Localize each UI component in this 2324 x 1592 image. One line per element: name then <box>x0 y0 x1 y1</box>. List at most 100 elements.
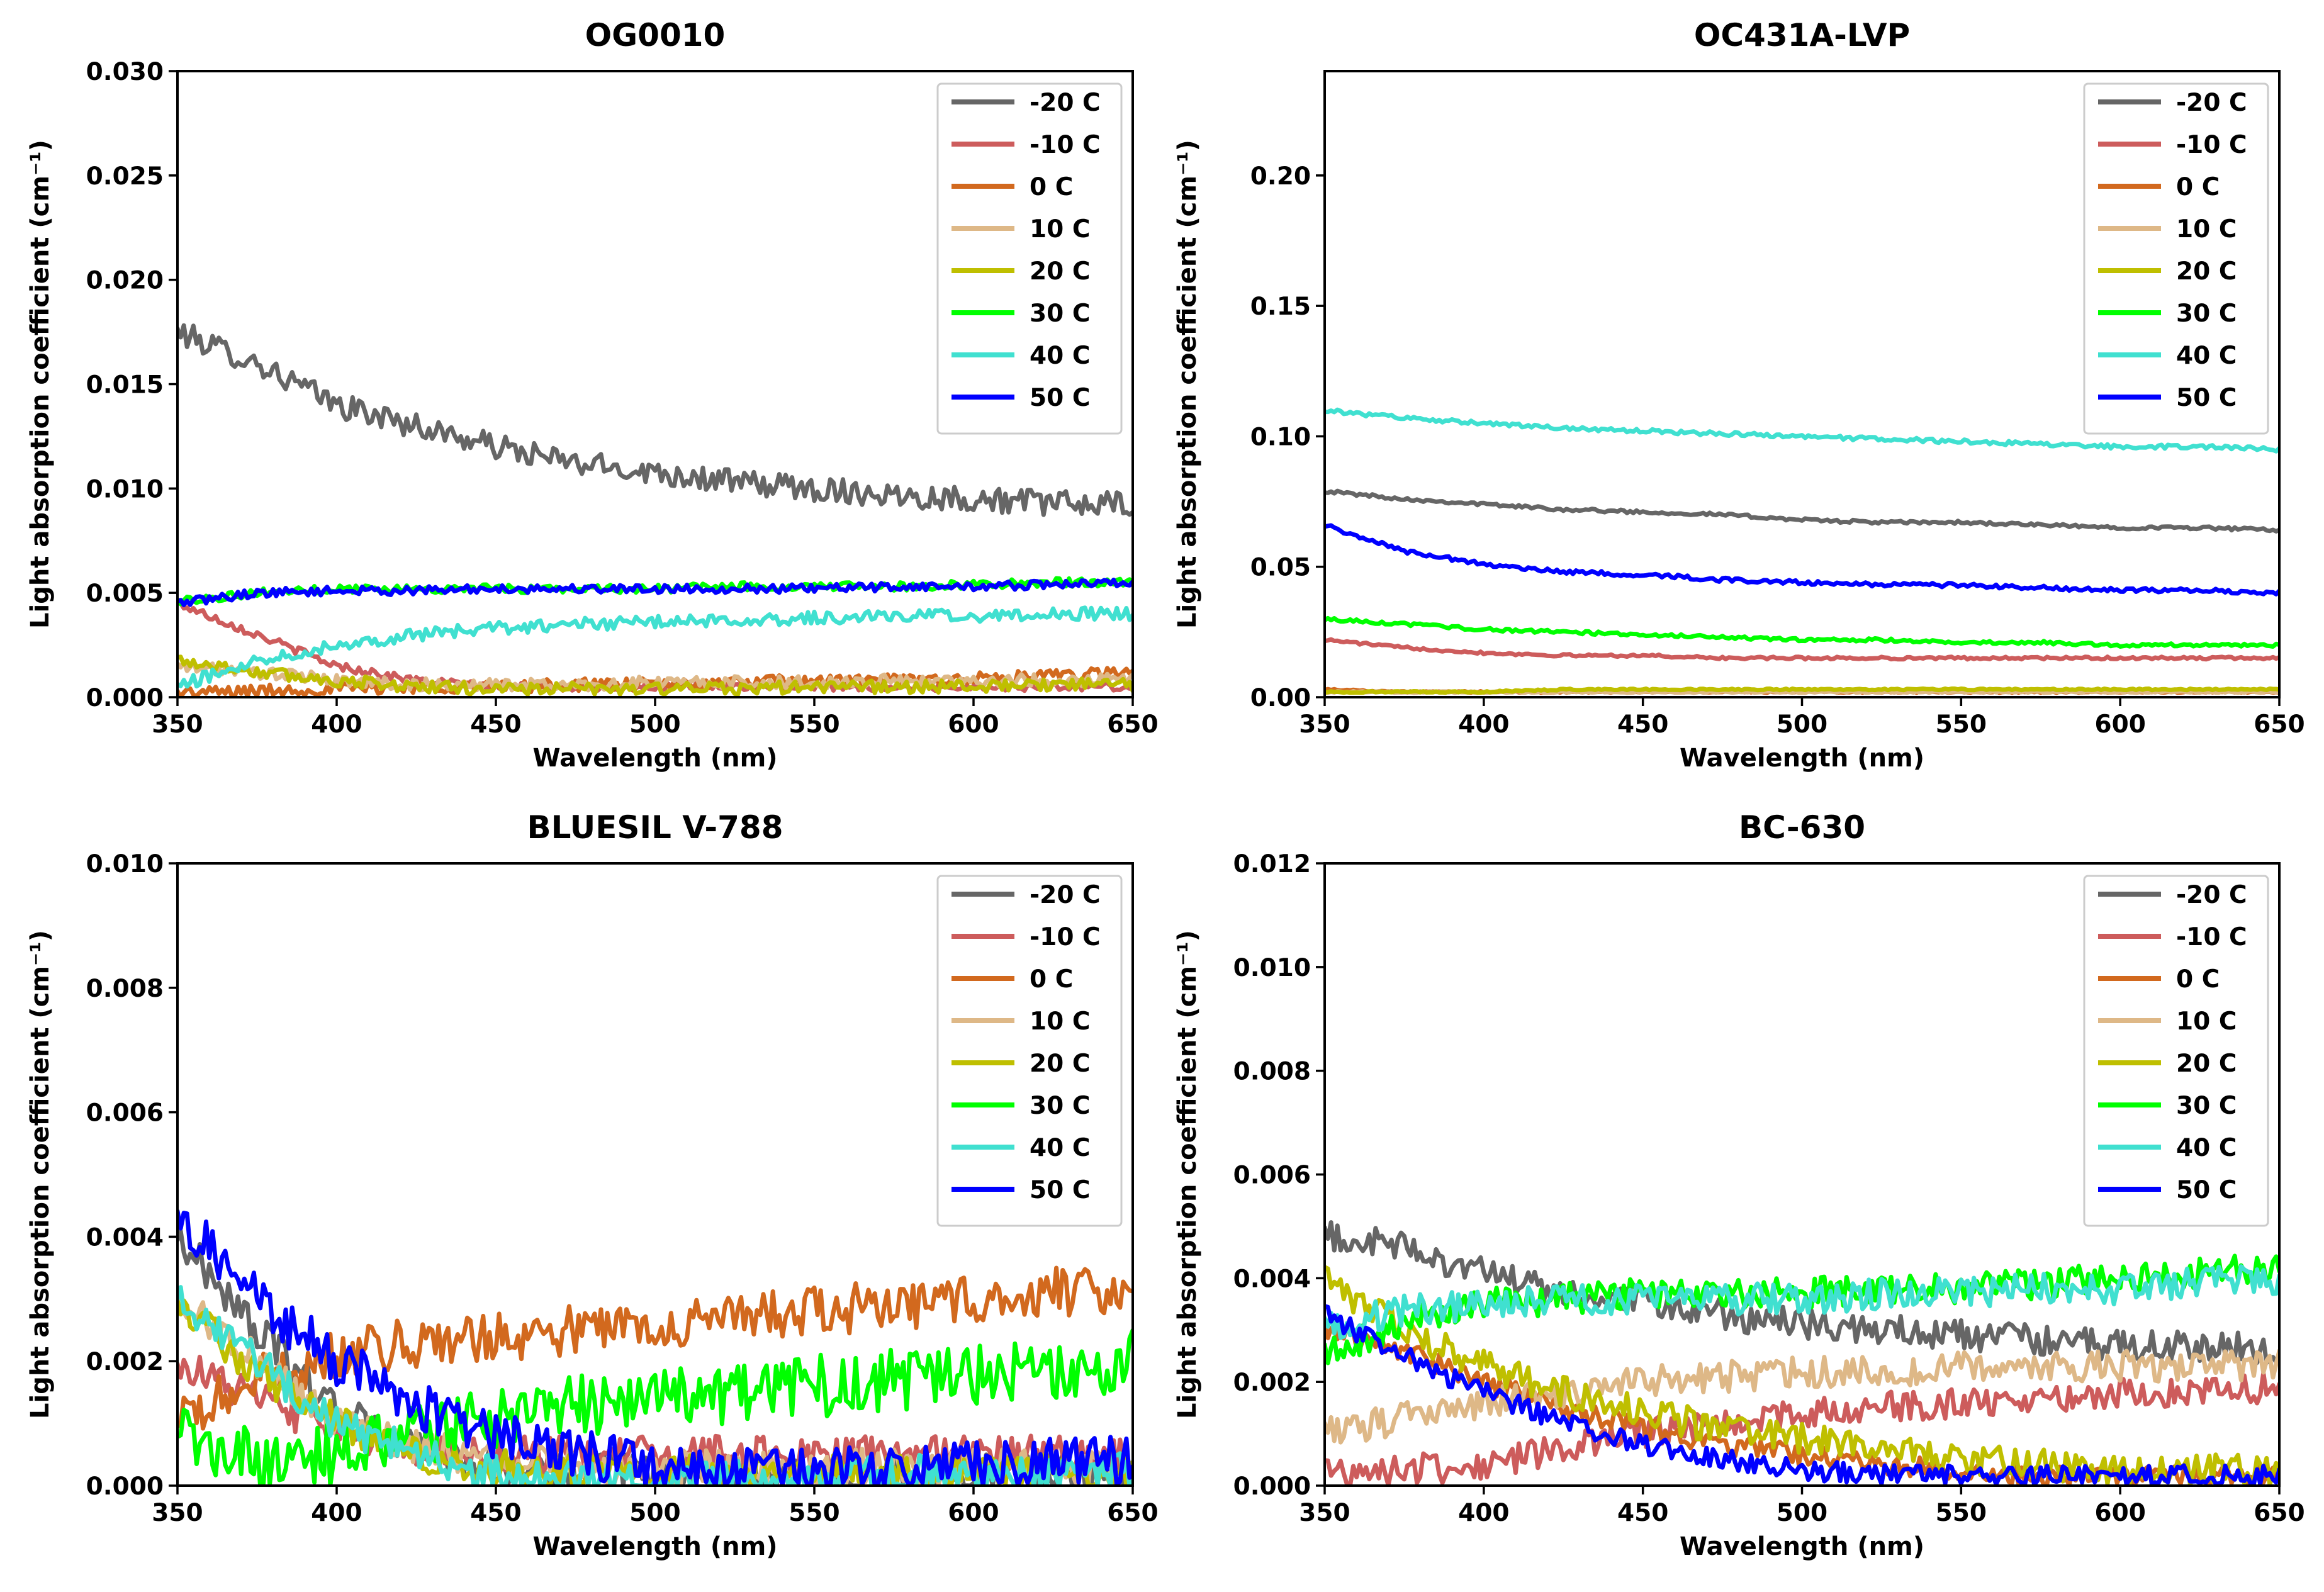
x-axis-label: Wavelength (nm) <box>532 1532 777 1561</box>
legend: -20 C -10 C 0 C 10 C 20 C 30 C 40 C 50 C <box>936 875 1123 1227</box>
legend-box <box>2083 82 2269 435</box>
legend-label: 40 C <box>2176 1134 2237 1162</box>
legend-label: -10 C <box>2176 131 2247 159</box>
series-line-30c <box>1325 1253 2279 1365</box>
x-tick-label: 650 <box>1107 710 1158 739</box>
x-tick-label: 650 <box>2254 710 2304 739</box>
chart-panel-3: BLUESIL V-788 350 400 450 500 550 600 650 0.000 0… <box>26 809 1159 1561</box>
legend-label: 0 C <box>1030 173 1073 201</box>
y-tick-label: 0.004 <box>86 1223 164 1252</box>
legend-label: 50 C <box>2176 384 2237 412</box>
x-tick-label: 350 <box>152 1499 203 1527</box>
series-line-20c <box>177 654 1133 697</box>
x-tick-label: 450 <box>470 710 521 739</box>
x-tick-label: 550 <box>1936 1499 1987 1527</box>
y-tick-label: 0.015 <box>86 371 164 400</box>
legend-box <box>936 82 1123 435</box>
x-tick-label: 600 <box>948 1499 999 1527</box>
chart-panel-4: BC-630 350 400 450 500 550 600 650 0.000 0.002 0.0… <box>1173 809 2305 1561</box>
y-axis-label: Light absorption coefficient (cm⁻¹) <box>26 140 55 629</box>
y-axis-label: Light absorption coefficient (cm⁻¹) <box>26 930 55 1419</box>
series-group <box>1325 1220 2279 1486</box>
series-line-minus20c <box>177 323 1133 517</box>
x-tick-label: 500 <box>629 1499 680 1527</box>
legend-label: -20 C <box>1030 89 1101 117</box>
chart-panel-1: OG0010 350 400 450 500 550 600 650 0.000 0.005 0.0… <box>26 17 1159 773</box>
legend-label: -20 C <box>1030 881 1101 909</box>
y-tick-label: 0.030 <box>86 58 164 86</box>
legend-label: 0 C <box>2176 173 2220 201</box>
chart-panel-2: OC431A-LVP 350 400 450 500 550 600 650 0.00 0.05 0… <box>1173 17 2305 773</box>
y-tick-label: 0.020 <box>86 267 164 295</box>
x-tick-label: 550 <box>789 710 839 739</box>
series-line-30c <box>1325 615 2279 649</box>
y-tick-label: 0.010 <box>86 475 164 503</box>
y-tick-label: 0.006 <box>86 1099 164 1128</box>
legend-label: 20 C <box>2176 1050 2237 1078</box>
y-tick-label: 0.025 <box>86 162 164 191</box>
legend-label: 40 C <box>1030 342 1090 370</box>
legend-label: 50 C <box>1030 1176 1090 1204</box>
x-axis-label: Wavelength (nm) <box>532 744 777 773</box>
series-line-20c <box>1325 1265 2279 1486</box>
x-tick-label: 350 <box>152 710 203 739</box>
legend-label: 10 C <box>2176 1007 2237 1036</box>
series-group <box>177 323 1133 697</box>
legend-label: 30 C <box>2176 300 2237 328</box>
y-tick-label: 0.15 <box>1250 293 1311 321</box>
y-tick-label: 0.20 <box>1250 162 1311 191</box>
legend-label: 30 C <box>1030 1092 1090 1120</box>
series-line-minus10c <box>177 600 1133 693</box>
y-tick-label: 0.008 <box>1233 1058 1311 1086</box>
x-tick-label: 400 <box>311 1499 362 1527</box>
y-tick-label: 0.010 <box>1233 954 1311 982</box>
y-tick-label: 0.000 <box>86 1472 164 1501</box>
series-line-50c <box>177 578 1133 607</box>
x-tick-label: 500 <box>1777 1499 1827 1527</box>
legend-label: 10 C <box>1030 1007 1090 1036</box>
y-axis-label: Light absorption coefficient (cm⁻¹) <box>1173 930 1202 1419</box>
series-line-30c <box>177 1328 1133 1486</box>
legend-label: 20 C <box>2176 257 2237 286</box>
series-line-minus20c <box>1325 1220 2279 1365</box>
x-axis-label: Wavelength (nm) <box>1680 1532 1924 1561</box>
y-tick-label: 0.010 <box>86 850 164 878</box>
y-tick-label: 0.005 <box>86 580 164 608</box>
chart-title: OG0010 <box>585 17 726 53</box>
legend-label: -20 C <box>2176 881 2247 909</box>
y-tick-label: 0.000 <box>1233 1472 1311 1501</box>
y-tick-label: 0.006 <box>1233 1162 1311 1190</box>
legend-box <box>2083 875 2269 1227</box>
series-line-40c <box>177 605 1133 689</box>
y-tick-label: 0.00 <box>1250 684 1311 712</box>
x-tick-label: 350 <box>1299 710 1350 739</box>
legend-label: 10 C <box>1030 215 1090 244</box>
series-line-minus20c <box>1325 488 2279 534</box>
x-tick-label: 400 <box>311 710 362 739</box>
x-tick-label: 600 <box>948 710 999 739</box>
x-tick-label: 400 <box>1458 1499 1509 1527</box>
legend-label: 0 C <box>1030 965 1073 994</box>
x-tick-label: 500 <box>1777 710 1827 739</box>
x-tick-label: 450 <box>470 1499 521 1527</box>
series-line-50c <box>177 1209 1133 1486</box>
legend-label: 50 C <box>1030 384 1090 412</box>
legend-label: 40 C <box>1030 1134 1090 1162</box>
series-line-minus10c <box>1325 637 2279 662</box>
legend-label: 50 C <box>2176 1176 2237 1204</box>
y-tick-label: 0.002 <box>86 1348 164 1376</box>
legend-label: 20 C <box>1030 1050 1090 1078</box>
legend-label: 20 C <box>1030 257 1090 286</box>
legend: -20 C -10 C 0 C 10 C 20 C 30 C 40 C 50 C <box>2083 82 2269 435</box>
series-group <box>1325 407 2279 695</box>
legend-label: -10 C <box>1030 923 1101 951</box>
legend-label: -10 C <box>2176 923 2247 951</box>
series-line-20c <box>1325 686 2279 695</box>
legend-label: 30 C <box>1030 300 1090 328</box>
x-tick-label: 600 <box>2094 710 2145 739</box>
x-tick-label: 650 <box>2254 1499 2304 1527</box>
legend-label: 30 C <box>2176 1092 2237 1120</box>
legend-label: 10 C <box>2176 215 2237 244</box>
legend: -20 C -10 C 0 C 10 C 20 C 30 C 40 C 50 C <box>2083 875 2269 1227</box>
